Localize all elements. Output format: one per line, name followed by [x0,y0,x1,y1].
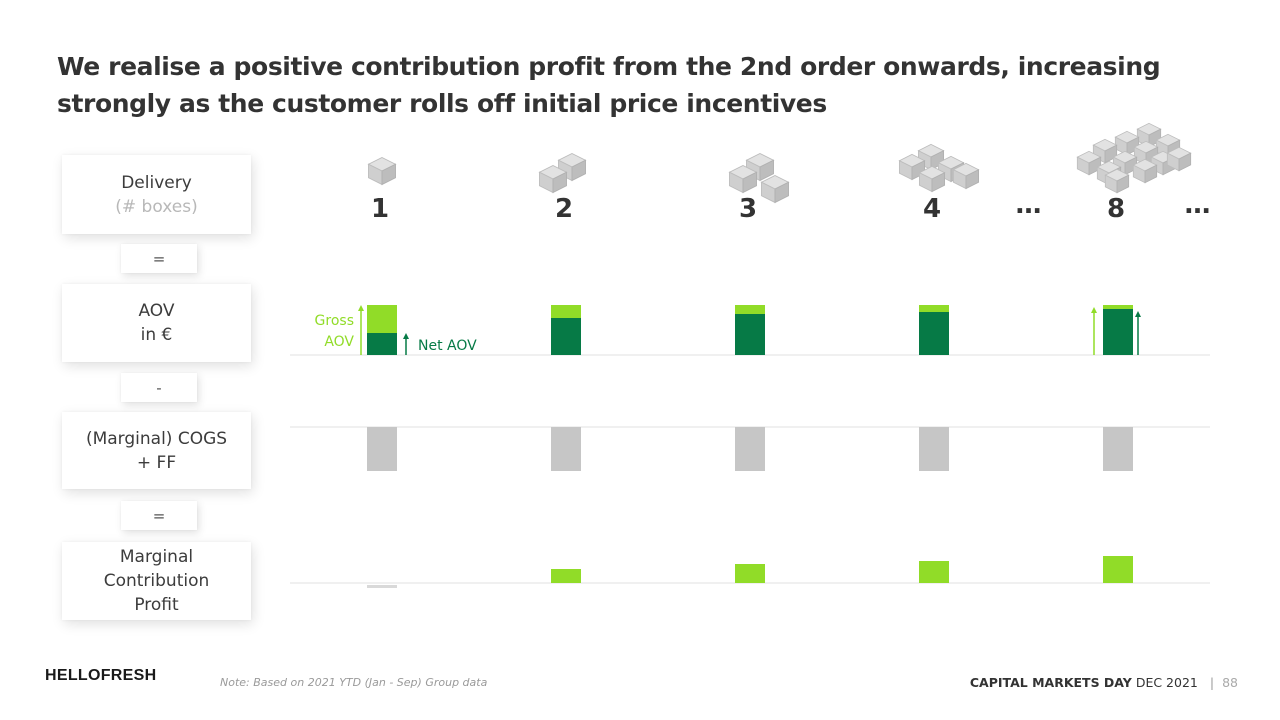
gross-aov-bar [1103,305,1133,309]
net-aov-arrowhead [403,333,409,339]
box-icon [1076,150,1102,180]
net-aov-bar [735,314,765,355]
net-aov-bar [1103,309,1133,355]
cogs-label: (Marginal) COGS [85,428,228,449]
footer-separator: | [1209,675,1215,690]
equals-operator: = [121,501,197,530]
net-aov-annotation: Net AOV [418,338,477,354]
minus-operator: - [121,373,197,402]
box-icon [728,164,758,198]
profit-bar [919,561,949,583]
cogs-bar [1103,427,1133,471]
cogs-bar [919,427,949,471]
delivery-number: 2 [554,194,574,224]
profit-label: Contribution [103,571,210,591]
delivery-number: 3 [738,194,758,224]
slide-title: We realise a positive contribution profi… [57,52,1161,118]
profit-label: Marginal [119,547,194,567]
gross-aov-annotation: Gross [315,313,354,329]
box-icon [1132,158,1158,188]
box-icon [1104,168,1130,198]
footer-event: CAPITAL MARKETS DAY DEC 2021 | 88 [970,675,1238,690]
net-aov-bar [367,333,397,355]
operator-label: = [152,249,166,268]
profit-label: Profit [134,595,179,615]
page-number: 88 [1222,675,1238,690]
cogs-sublabel: + FF [136,452,177,473]
profit-bar [1103,556,1133,583]
ellipsis: … [1184,190,1212,220]
profit-bar [367,585,397,588]
box-icon [1133,140,1159,170]
delivery-number: 1 [370,194,390,224]
box-icon [918,165,946,197]
net-aov-bar [551,318,581,355]
profit-label-card: Marginal Contribution Profit [62,542,251,620]
gross-aov-arrowhead [1091,307,1097,313]
gross-aov-arrowhead [358,305,364,311]
aov-label-card: AOV in € [62,284,251,362]
cogs-bar [551,427,581,471]
box-icon [538,164,568,198]
aov-label: AOV [138,301,175,321]
gross-aov-bar [919,305,949,312]
ellipsis: … [1015,190,1043,220]
delivery-sublabel: (# boxes) [115,196,198,217]
cogs-bar [367,427,397,471]
gross-aov-bar [551,305,581,318]
net-aov-arrowhead [1135,311,1141,317]
box-icon [1166,146,1192,176]
box-icon [367,156,397,190]
cogs-label-card: (Marginal) COGS + FF [62,412,251,489]
profit-bar [735,564,765,583]
gross-aov-bar [367,305,397,333]
gross-aov-bar [735,305,765,314]
box-icon [952,162,980,194]
delivery-label: Delivery [121,172,192,193]
aov-sublabel: in € [140,325,173,345]
profit-bar [551,569,581,583]
event-date: DEC 2021 [1135,675,1198,690]
operator-label: - [156,378,162,397]
cogs-bar [735,427,765,471]
operator-label: = [152,506,166,525]
delivery-number: 8 [1106,194,1126,224]
footnote: Note: Based on 2021 YTD (Jan - Sep) Grou… [220,676,488,689]
gross-aov-annotation: AOV [324,334,354,350]
net-aov-bar [919,312,949,355]
hellofresh-logo: HELLOFRESH [45,667,157,684]
delivery-label-card: Delivery (# boxes) [62,155,251,234]
delivery-number: 4 [922,194,942,224]
event-name: CAPITAL MARKETS DAY [969,675,1132,690]
equals-operator: = [121,244,197,273]
box-icon [760,174,790,208]
